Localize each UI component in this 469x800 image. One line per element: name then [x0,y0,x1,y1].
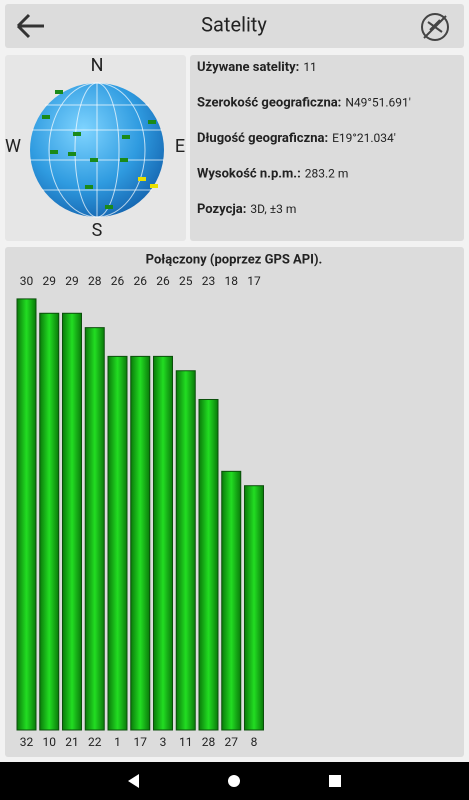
header-bar [5,4,464,48]
header-title: Satelity [201,12,267,36]
satellite-id: 10 [43,735,57,749]
globe-grid [30,82,164,218]
value-label: 28 [88,274,102,288]
info-label: Używane satelity: [197,60,299,75]
nav-back[interactable] [128,774,139,788]
value-label: 26 [134,274,148,288]
satellite-id: 22 [88,735,102,749]
info-value: N49°51.691' [345,96,411,110]
satellite-id: 28 [202,735,216,749]
info-label: Długość geograficzna: [197,131,328,146]
bar [39,312,60,731]
info-label: Szerokość geograficzna: [197,96,341,111]
info-row: Używane satelity: 11 [197,60,317,75]
satellite-id: 1 [114,735,121,749]
info-label: Wysokość n.p.m.: [197,167,301,182]
info-value: 3D, ±3 m [250,202,296,216]
bar [244,485,264,731]
satellite-id: 32 [20,735,34,749]
bar [175,370,196,731]
value-label: 18 [225,274,239,288]
compass-n: N [91,55,104,76]
value-label: 17 [247,274,261,288]
bar [221,470,242,731]
satellite-icons [42,90,158,209]
nav-home[interactable] [228,775,240,787]
info-panel [190,55,464,241]
info-value: E19°21.034' [332,131,396,145]
compass-e: E [175,136,185,157]
info-row: Długość geograficzna: E19°21.034' [197,131,396,146]
satellite-id: 17 [134,735,148,749]
satellite-id: 27 [225,735,239,749]
bar [130,355,151,731]
satellite-id: 11 [179,735,193,749]
info-row: Wysokość n.p.m.: 283.2 m [197,167,348,182]
nav-recents[interactable] [329,775,341,787]
info-value: 11 [303,60,317,74]
info-value: 283.2 m [305,167,349,181]
info-row: Pozycja: 3D, ±3 m [197,202,296,217]
bar [198,398,219,731]
value-label: 23 [202,274,216,288]
bar [107,355,128,731]
gps-icon [421,13,449,41]
info-label: Pozycja: [197,202,246,217]
value-label: 25 [179,274,193,288]
info-row: Szerokość geograficzna: N49°51.691' [197,96,411,111]
value-label: 29 [43,274,57,288]
chart-title: Połączony (poprzez GPS API). [146,252,323,267]
bar [16,298,37,731]
satellite-id: 8 [251,735,258,749]
back-arrow [16,13,44,39]
satellite-id: 3 [160,735,167,749]
bar [84,327,105,731]
value-label: 26 [156,274,170,288]
compass-w: W [5,136,21,157]
compass-s: S [92,220,103,241]
value-label: 30 [20,274,34,288]
value-label: 29 [65,274,79,288]
back-button[interactable] [16,13,44,39]
satellite-id: 21 [65,735,79,749]
bar [153,355,173,731]
bar [62,312,82,731]
gps-toggle[interactable] [421,13,449,41]
value-label: 26 [111,274,125,288]
gps-icon-lines [423,15,447,39]
